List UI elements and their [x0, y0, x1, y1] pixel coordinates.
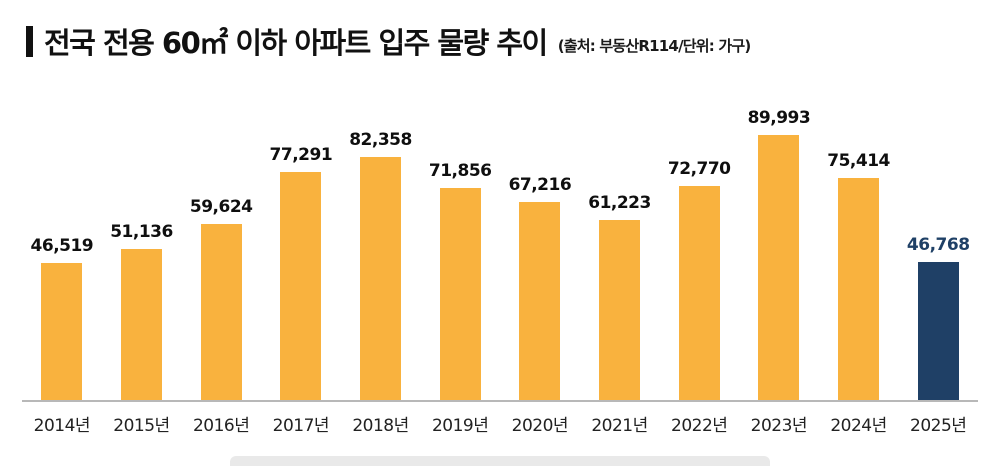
bar-value-label: 46,519	[30, 236, 94, 256]
bar-group-2018년: 82,358	[341, 130, 421, 400]
bar-group-2015년: 51,136	[102, 222, 182, 400]
bar-2023년	[758, 135, 800, 400]
x-tick-label-2017년: 2017년	[272, 416, 330, 436]
source-unit-note: (출처: 부동산R114/단위: 가구)	[557, 37, 752, 55]
x-tick-label-2015년: 2015년	[113, 416, 170, 436]
bar-group-2014년: 46,519	[22, 236, 102, 400]
x-tick-label-2016년: 2016년	[192, 416, 250, 436]
chart-title: 전국 전용 60㎡ 이하 아파트 입주 물량 추이	[44, 25, 548, 60]
bar-group-2021년: 61,223	[580, 193, 660, 400]
x-tick-label-2022년: 2022년	[671, 416, 728, 436]
bar-2020년	[519, 202, 561, 400]
bar-group-2023년: 89,993	[739, 108, 819, 400]
bar-2014년	[41, 263, 83, 400]
chart-header: 전국 전용 60㎡ 이하 아파트 입주 물량 추이 (출처: 부동산R114/단…	[0, 0, 1000, 60]
bar-value-label: 82,358	[349, 130, 412, 150]
bar-2015년	[121, 249, 162, 400]
bar-group-2022년: 72,770	[659, 159, 739, 400]
bar-group-2024년: 75,414	[819, 151, 899, 400]
bar-group-2017년: 77,291	[261, 145, 341, 400]
bar-value-label: 77,291	[269, 145, 333, 165]
x-tick-label-2018년: 2018년	[352, 416, 409, 436]
bar-value-label: 89,993	[747, 108, 811, 128]
title-accent-bar	[26, 26, 33, 57]
bar-value-label: 75,414	[827, 151, 890, 171]
bar-value-label: 72,770	[667, 159, 731, 179]
bar-group-2016년: 59,624	[181, 197, 261, 400]
bar-2018년	[360, 157, 402, 400]
bar-group-2019년: 71,856	[420, 161, 500, 400]
plot-area: 46,519 51,136 59,624 77,291 82,358 71,856 67,2…	[22, 82, 978, 402]
bar-2025년	[917, 262, 959, 400]
bar-value-label: 67,216	[508, 175, 572, 195]
bar-2019년	[439, 188, 481, 400]
x-tick-label-2024년: 2024년	[830, 416, 887, 436]
bar-value-label: 51,136	[110, 222, 173, 242]
x-tick-label-2023년: 2023년	[750, 416, 808, 436]
bar-group-2025년: 46,768	[898, 235, 978, 400]
bar-2016년	[200, 224, 242, 400]
x-tick-label-2020년: 2020년	[511, 416, 569, 436]
bar-2022년	[678, 186, 720, 400]
bar-2017년	[280, 172, 322, 400]
x-axis-labels: 2014년 2015년 2016년 2017년 2018년 2019년 2020년 2021년…	[22, 402, 978, 436]
bar-group-2020년: 67,216	[500, 175, 580, 400]
bar-value-label: 61,223	[588, 193, 651, 213]
horizontal-scrollbar-thumb[interactable]	[230, 456, 770, 466]
bar-2024년	[838, 178, 880, 400]
bar-value-label: 71,856	[428, 161, 492, 181]
bar-2021년	[599, 220, 641, 400]
x-tick-label-2025년: 2025년	[910, 416, 967, 436]
x-tick-label-2019년: 2019년	[431, 416, 489, 436]
bar-chart: 46,519 51,136 59,624 77,291 82,358 71,856 67,2…	[22, 82, 978, 436]
bar-value-label: 46,768	[906, 235, 970, 255]
x-tick-label-2021년: 2021년	[591, 416, 648, 436]
bar-value-label: 59,624	[189, 197, 253, 217]
x-tick-label-2014년: 2014년	[33, 416, 91, 436]
